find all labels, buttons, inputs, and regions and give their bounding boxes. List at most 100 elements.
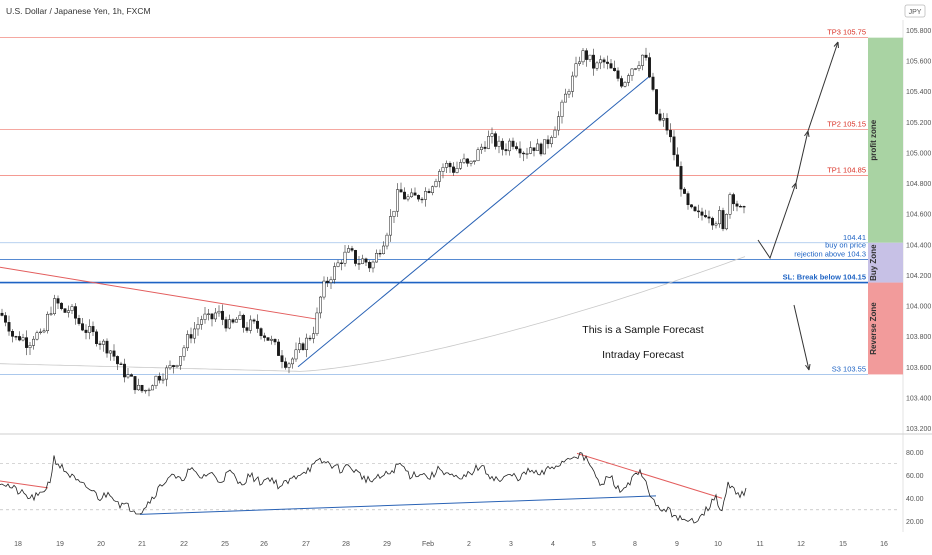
candle-up bbox=[270, 338, 273, 341]
price-tick-label: 103.200 bbox=[906, 426, 931, 433]
candle-down bbox=[539, 143, 543, 155]
candle-up bbox=[480, 146, 483, 150]
candle-down bbox=[413, 192, 417, 196]
candle-down bbox=[522, 152, 525, 155]
candle-up bbox=[235, 319, 238, 323]
candle-up bbox=[161, 378, 165, 381]
candle-down bbox=[123, 363, 126, 378]
x-tick-label: 21 bbox=[138, 541, 146, 548]
x-tick-label: 10 bbox=[714, 541, 722, 548]
candle-down bbox=[466, 158, 469, 164]
rsi-tick-label: 80.00 bbox=[906, 450, 924, 457]
candle-down bbox=[403, 191, 406, 200]
candle-down bbox=[676, 154, 679, 167]
candle-down bbox=[112, 350, 116, 357]
candle-down bbox=[693, 206, 697, 212]
candle-up bbox=[490, 133, 494, 137]
candle-down bbox=[266, 337, 270, 341]
candle-up bbox=[487, 136, 490, 149]
candle-down bbox=[210, 313, 214, 320]
candle-down bbox=[91, 326, 95, 333]
candle-up bbox=[385, 234, 389, 247]
candle-up bbox=[525, 153, 529, 155]
candle-down bbox=[644, 54, 648, 58]
price-tick-label: 104.200 bbox=[906, 273, 931, 280]
candle-up bbox=[455, 168, 459, 173]
candle-up bbox=[714, 223, 718, 226]
price-tick-label: 105.000 bbox=[906, 150, 931, 157]
candle-up bbox=[462, 158, 466, 163]
candle-up bbox=[623, 82, 627, 87]
candle-down bbox=[252, 319, 256, 322]
candle-up bbox=[186, 334, 189, 349]
price-tick-label: 103.600 bbox=[906, 365, 931, 372]
candle-down bbox=[98, 343, 102, 345]
candle-down bbox=[7, 322, 11, 332]
candle-down bbox=[546, 139, 550, 145]
descending-trendline bbox=[0, 266, 319, 320]
candle-up bbox=[718, 210, 721, 225]
candle-up bbox=[294, 349, 298, 360]
candle-down bbox=[0, 312, 4, 316]
currency-badge bbox=[904, 4, 926, 18]
x-tick-label: 29 bbox=[383, 541, 391, 548]
candle-up bbox=[459, 162, 462, 169]
candle-up bbox=[627, 75, 630, 83]
candle-up bbox=[179, 356, 182, 366]
forecast-arrow-tp1 bbox=[757, 182, 797, 260]
forecast-arrow-tp3-head bbox=[833, 41, 839, 49]
candle-up bbox=[70, 306, 74, 311]
candle-down bbox=[4, 315, 7, 323]
forecast-arrow-tp3 bbox=[807, 41, 839, 132]
candle-down bbox=[284, 361, 287, 368]
candle-up bbox=[567, 91, 571, 95]
candle-down bbox=[84, 329, 88, 333]
level-label: 104.41 bbox=[843, 233, 866, 242]
x-tick-label: 25 bbox=[221, 541, 229, 548]
candle-up bbox=[599, 59, 602, 64]
candle-up bbox=[238, 314, 242, 320]
rsi-tick-label: 40.00 bbox=[906, 496, 924, 503]
candle-up bbox=[291, 358, 294, 365]
candle-down bbox=[648, 57, 651, 78]
candle-up bbox=[553, 129, 557, 138]
candle-down bbox=[686, 193, 690, 205]
candle-up bbox=[441, 167, 445, 172]
candle-down bbox=[501, 140, 504, 150]
candle-up bbox=[228, 319, 231, 329]
candle-down bbox=[511, 140, 515, 147]
level-label: rejection above 104.3 bbox=[794, 250, 866, 259]
x-tick-label: 5 bbox=[592, 541, 596, 548]
candle-up bbox=[560, 101, 564, 117]
x-tick-label: Feb bbox=[422, 541, 434, 548]
candle-down bbox=[417, 195, 420, 200]
candle-up bbox=[728, 194, 732, 215]
candle-up bbox=[42, 330, 46, 333]
candle-down bbox=[280, 355, 284, 362]
candle-down bbox=[277, 341, 280, 356]
forecast-arrow-tp2 bbox=[795, 130, 809, 184]
zone-label: profit zone bbox=[869, 119, 878, 160]
sample-forecast-note: This is a Sample Forecast bbox=[582, 324, 703, 336]
candle-down bbox=[665, 118, 669, 131]
candle-up bbox=[88, 326, 91, 333]
candle-down bbox=[130, 374, 133, 377]
candle-down bbox=[231, 319, 235, 323]
candle-up bbox=[662, 118, 665, 121]
candle-down bbox=[651, 76, 655, 90]
candle-up bbox=[102, 340, 105, 345]
candle-up bbox=[126, 374, 130, 378]
candle-up bbox=[574, 63, 578, 77]
candle-down bbox=[518, 148, 522, 154]
candle-up bbox=[196, 324, 200, 330]
candle-down bbox=[613, 67, 616, 72]
candle-up bbox=[564, 93, 567, 103]
candle-down bbox=[133, 376, 137, 391]
candle-down bbox=[707, 216, 711, 219]
candle-up bbox=[508, 140, 511, 152]
candle-up bbox=[298, 343, 301, 351]
candle-up bbox=[147, 389, 151, 392]
candle-down bbox=[532, 147, 536, 151]
price-tick-label: 104.400 bbox=[906, 242, 931, 249]
